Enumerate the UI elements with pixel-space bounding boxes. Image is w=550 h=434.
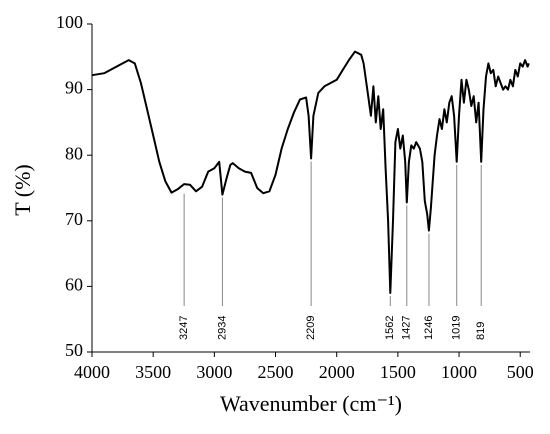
peak-label: 2209 <box>305 316 317 340</box>
peak-label: 819 <box>475 322 487 340</box>
y-tick-label: 50 <box>65 340 83 360</box>
peak-label: 1246 <box>423 316 435 340</box>
y-tick-label: 70 <box>65 209 83 229</box>
peak-label: 2934 <box>216 316 228 340</box>
peak-label: 1427 <box>401 316 413 340</box>
x-tick-label: 3000 <box>196 362 232 382</box>
x-tick-label: 1500 <box>380 362 416 382</box>
y-axis-label: T (%) <box>10 164 35 216</box>
y-tick-label: 90 <box>65 78 83 98</box>
x-tick-label: 1000 <box>441 362 477 382</box>
y-tick-label: 60 <box>65 275 83 295</box>
x-tick-label: 2500 <box>258 362 294 382</box>
x-tick-label: 500 <box>507 362 534 382</box>
spectrum-line <box>91 50 530 294</box>
peak-label: 1019 <box>451 316 463 340</box>
x-tick-label: 3500 <box>135 362 171 382</box>
x-axis-label: Wavenumber (cm⁻¹) <box>220 391 402 416</box>
peak-label: 3247 <box>178 316 190 340</box>
x-tick-label: 4000 <box>74 362 110 382</box>
x-tick-label: 2000 <box>319 362 355 382</box>
y-tick-label: 80 <box>65 143 83 163</box>
peak-label: 1562 <box>384 316 396 340</box>
y-tick-label: 100 <box>56 12 83 32</box>
